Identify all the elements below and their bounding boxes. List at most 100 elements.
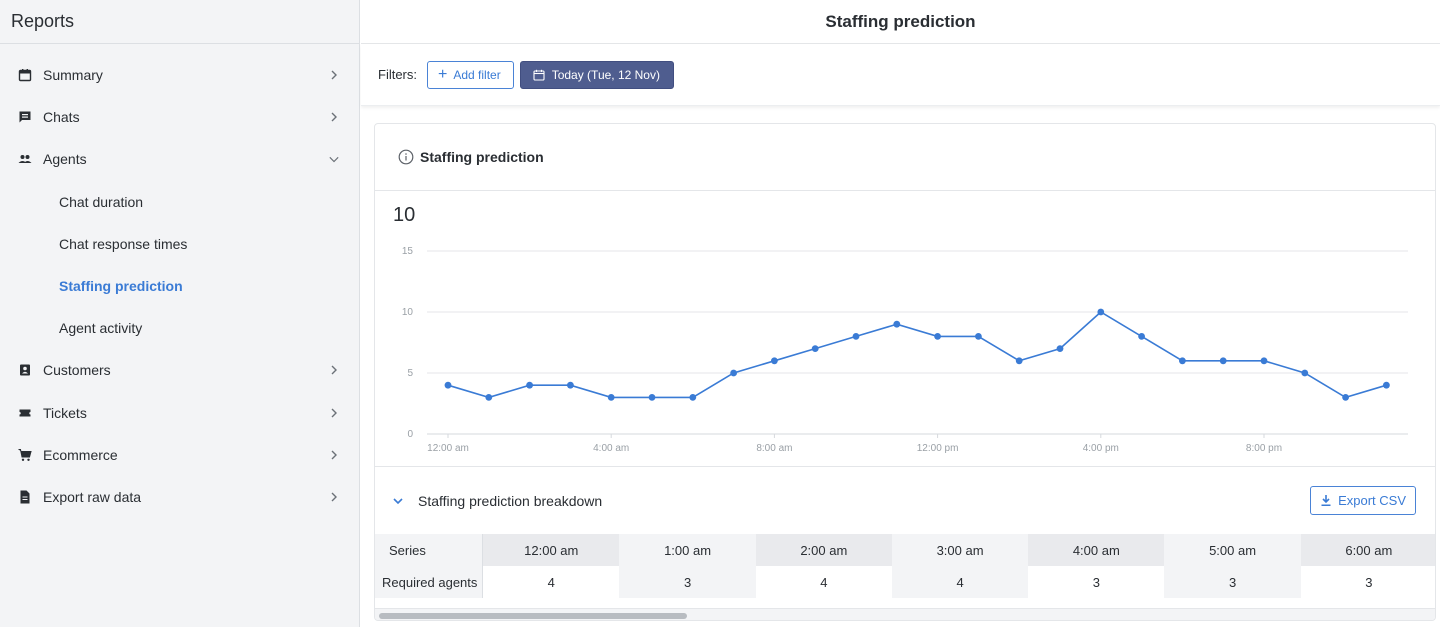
table-header-cell: 2:00 am — [755, 534, 892, 566]
page-title: Staffing prediction — [361, 0, 1440, 44]
staffing-prediction-card: Staffing prediction 10 0 5 10 15 12:00 am 4:0… — [374, 123, 1436, 621]
data-point — [730, 369, 737, 377]
sidebar-item-tickets[interactable]: Tickets — [0, 392, 359, 434]
export-csv-label: Export CSV — [1338, 493, 1406, 508]
download-icon — [1320, 494, 1332, 507]
x-tick-label: 8:00 pm — [1246, 443, 1282, 454]
sidebar-item-agents[interactable]: Agents — [0, 138, 359, 180]
scrollbar-thumb[interactable] — [379, 613, 687, 619]
staffing-line-chart: 0 5 10 15 12:00 am 4:00 am 8:00 am 12:00 pm 4:00… — [402, 246, 1408, 454]
x-tick-label: 12:00 pm — [917, 443, 959, 454]
x-tick-label: 4:00 pm — [1083, 443, 1119, 454]
card-header: Staffing prediction — [375, 124, 1435, 191]
sidebar-title: Reports — [0, 0, 359, 44]
contact-card-icon — [18, 363, 32, 377]
data-point — [852, 333, 860, 340]
table-row: Required agents 4 3 4 4 3 3 3 — [375, 566, 1435, 598]
add-filter-button[interactable]: + Add filter — [427, 60, 514, 89]
data-point — [689, 394, 697, 401]
sidebar-item-export-raw-data[interactable]: Export raw data — [0, 476, 359, 518]
sidebar-item-customers[interactable]: Customers — [0, 349, 359, 391]
chat-icon — [18, 110, 32, 124]
x-tick-label: 12:00 am — [427, 443, 469, 454]
filters-bar: Filters: + Add filter Today (Tue, 12 Nov… — [361, 44, 1440, 106]
y-tick-label: 0 — [407, 429, 413, 440]
chevron-right-icon — [329, 492, 339, 502]
sidebar: Reports Summary Chats Agents Chat durati… — [0, 0, 360, 627]
data-point — [444, 381, 452, 389]
sidebar-item-ecommerce[interactable]: Ecommerce — [0, 434, 359, 476]
data-point — [1301, 369, 1309, 377]
breakdown-table: Series 12:00 am 1:00 am 2:00 am 3:00 am … — [375, 534, 1435, 620]
sidebar-item-summary[interactable]: Summary — [0, 54, 359, 96]
table-header-cell: 1:00 am — [619, 534, 756, 566]
table-header-cell: 3:00 am — [891, 534, 1029, 566]
chevron-right-icon — [329, 112, 339, 122]
date-range-label: Today (Tue, 12 Nov) — [551, 67, 660, 82]
sidebar-subitem-chat-response-times[interactable]: Chat response times — [59, 235, 188, 252]
horizontal-scrollbar[interactable] — [375, 608, 1435, 620]
row-label-cell: Required agents — [375, 566, 484, 598]
filters-label: Filters: — [378, 67, 417, 82]
breakdown-title: Staffing prediction breakdown — [418, 492, 603, 509]
main-content: Staffing prediction Filters: + Add filte… — [361, 0, 1440, 627]
breakdown-header: Staffing prediction breakdown Export CSV — [375, 466, 1435, 534]
table-cell: 3 — [1300, 566, 1435, 598]
y-tick-label: 15 — [402, 246, 414, 257]
data-point — [1260, 357, 1268, 365]
sidebar-nav: Summary Chats Agents Chat duration Chat … — [0, 44, 359, 518]
export-csv-button[interactable]: Export CSV — [1310, 486, 1416, 515]
data-point — [648, 394, 656, 401]
info-icon[interactable] — [398, 149, 414, 165]
sidebar-subitem-agent-activity[interactable]: Agent activity — [59, 320, 143, 337]
table-cell: 4 — [755, 566, 892, 598]
sidebar-item-chats[interactable]: Chats — [0, 96, 359, 138]
sidebar-item-label: Customers — [43, 362, 111, 379]
table-cell: 4 — [891, 566, 1029, 598]
data-point — [526, 381, 533, 389]
series-header-cell: Series — [375, 534, 484, 566]
data-point — [1056, 345, 1064, 352]
data-point — [1179, 357, 1186, 365]
sidebar-subitem-chat-duration[interactable]: Chat duration — [59, 193, 144, 210]
sidebar-item-label: Export raw data — [43, 488, 142, 505]
sidebar-item-label: Chats — [43, 109, 80, 126]
data-point — [485, 394, 493, 401]
table-cell: 3 — [1164, 566, 1301, 598]
data-point — [1383, 381, 1390, 389]
table-header-cell: 5:00 am — [1164, 534, 1301, 566]
data-point — [1219, 357, 1227, 365]
people-icon — [18, 152, 32, 166]
calendar-icon — [533, 69, 545, 81]
data-point — [607, 394, 615, 401]
file-icon — [18, 490, 32, 504]
cart-icon — [18, 448, 32, 462]
sidebar-item-label: Ecommerce — [43, 446, 118, 463]
x-tick-label: 4:00 am — [593, 443, 629, 454]
x-tick-label: 8:00 am — [756, 443, 792, 454]
y-tick-label: 5 — [407, 368, 413, 379]
summary-value: 10 — [393, 204, 416, 226]
chevron-down-icon — [329, 154, 339, 164]
chevron-right-icon — [329, 450, 339, 460]
data-point — [1138, 333, 1145, 340]
chevron-right-icon — [329, 365, 339, 375]
sidebar-item-label: Summary — [43, 67, 103, 84]
sidebar-item-label: Tickets — [43, 404, 87, 421]
data-point — [1342, 394, 1349, 401]
data-point — [1015, 357, 1023, 365]
sidebar-subitem-staffing-prediction[interactable]: Staffing prediction — [59, 278, 183, 295]
data-point — [934, 333, 941, 340]
table-cell: 3 — [1028, 566, 1165, 598]
chevron-right-icon — [329, 70, 339, 80]
data-point — [1097, 308, 1105, 316]
chevron-down-icon[interactable] — [392, 495, 404, 507]
series-line — [447, 311, 1387, 399]
table-header-cell: 4:00 am — [1028, 534, 1165, 566]
data-point — [975, 333, 982, 340]
add-filter-label: Add filter — [453, 67, 501, 82]
date-range-button[interactable]: Today (Tue, 12 Nov) — [519, 60, 674, 89]
table-cell: 4 — [482, 566, 620, 598]
table-header-cell: 6:00 am — [1300, 534, 1435, 566]
table-header-cell: 12:00 am — [482, 534, 620, 566]
